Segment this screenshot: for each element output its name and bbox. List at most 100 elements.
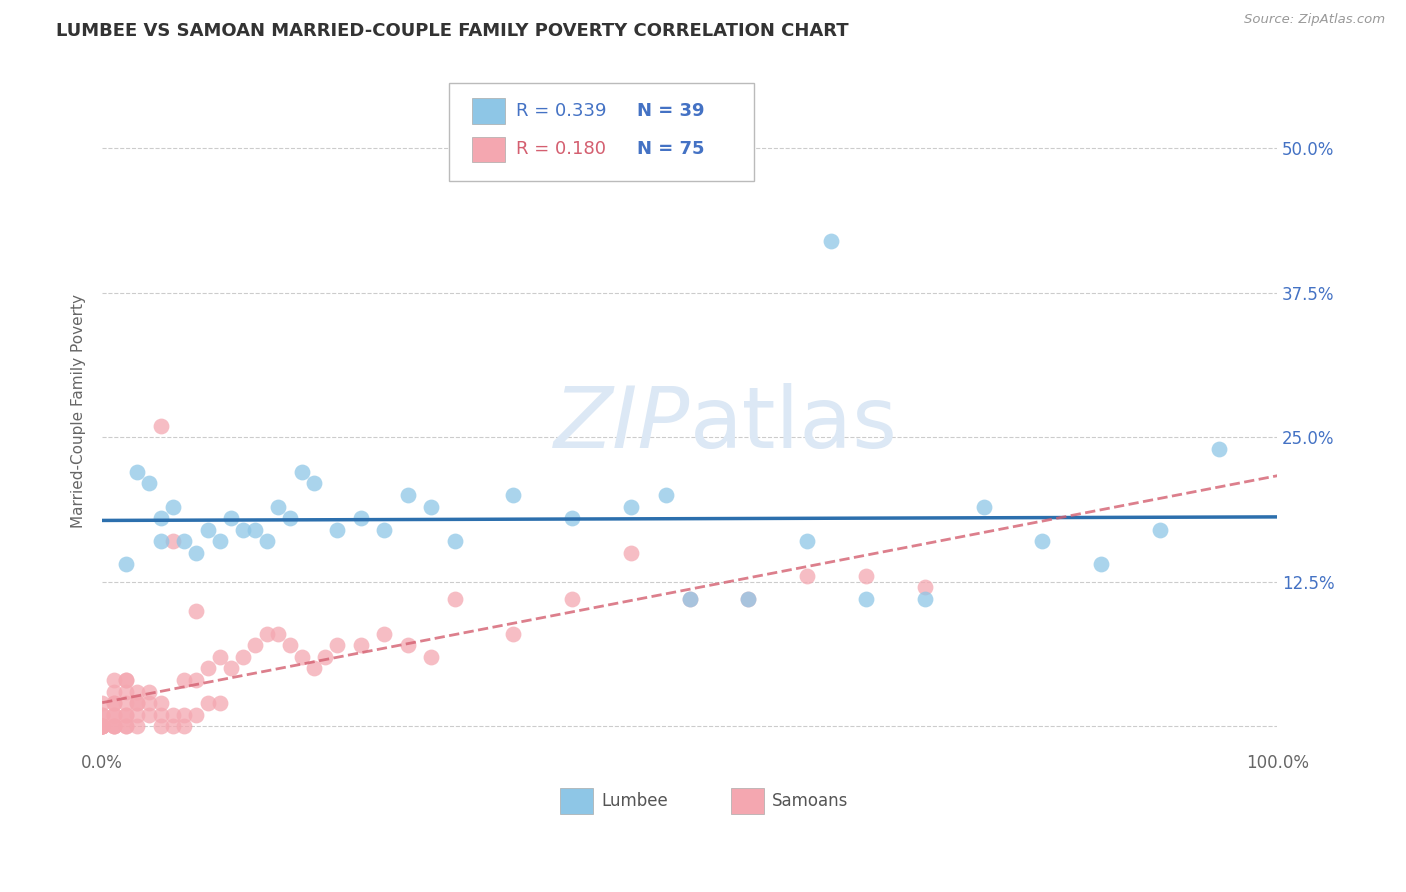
Point: [256, 626, 278, 640]
Bar: [561, 788, 593, 814]
Point: [278, 511, 301, 525]
Point: [186, 604, 208, 618]
Point: [302, 661, 325, 675]
Point: [127, 696, 149, 710]
Point: [420, 500, 443, 514]
Point: [291, 649, 314, 664]
Point: [149, 511, 172, 525]
Point: [103, 719, 125, 733]
Point: [655, 488, 678, 502]
Point: [197, 523, 219, 537]
Point: [1031, 534, 1053, 549]
Point: [208, 534, 231, 549]
Point: [127, 465, 149, 479]
FancyBboxPatch shape: [449, 83, 755, 181]
Point: [737, 592, 759, 607]
Point: [221, 511, 243, 525]
Text: Source: ZipAtlas.com: Source: ZipAtlas.com: [1244, 13, 1385, 27]
Point: [443, 592, 465, 607]
Point: [149, 696, 172, 710]
Point: [326, 638, 349, 652]
Text: R = 0.180: R = 0.180: [516, 140, 606, 159]
Point: [373, 523, 395, 537]
Point: [1149, 523, 1171, 537]
Point: [256, 534, 278, 549]
Point: [91, 719, 114, 733]
Point: [561, 592, 583, 607]
Text: N = 75: N = 75: [637, 140, 704, 159]
Point: [114, 719, 136, 733]
Point: [91, 719, 114, 733]
Point: [162, 500, 184, 514]
Point: [91, 707, 114, 722]
Point: [103, 684, 125, 698]
Point: [232, 649, 254, 664]
Point: [208, 696, 231, 710]
Point: [350, 638, 373, 652]
Point: [138, 684, 160, 698]
Text: Samoans: Samoans: [772, 792, 848, 810]
Point: [138, 476, 160, 491]
Point: [114, 696, 136, 710]
Point: [620, 546, 643, 560]
Point: [127, 707, 149, 722]
Point: [620, 500, 643, 514]
Point: [243, 638, 266, 652]
Point: [114, 673, 136, 687]
Point: [737, 592, 759, 607]
Point: [186, 546, 208, 560]
Point: [127, 696, 149, 710]
Point: [679, 592, 702, 607]
Point: [114, 673, 136, 687]
Point: [114, 684, 136, 698]
Point: [420, 649, 443, 664]
Point: [796, 569, 818, 583]
Point: [561, 511, 583, 525]
Text: ZIP: ZIP: [554, 384, 690, 467]
Point: [91, 719, 114, 733]
Point: [679, 592, 702, 607]
Point: [114, 558, 136, 572]
Point: [138, 696, 160, 710]
Point: [973, 500, 995, 514]
Point: [1090, 558, 1112, 572]
Bar: [472, 98, 505, 124]
Point: [373, 626, 395, 640]
Point: [91, 719, 114, 733]
Point: [186, 707, 208, 722]
Bar: [472, 136, 505, 162]
Point: [1208, 442, 1230, 456]
Point: [820, 234, 842, 248]
Point: [326, 523, 349, 537]
Point: [173, 707, 195, 722]
Point: [208, 649, 231, 664]
Text: LUMBEE VS SAMOAN MARRIED-COUPLE FAMILY POVERTY CORRELATION CHART: LUMBEE VS SAMOAN MARRIED-COUPLE FAMILY P…: [56, 22, 849, 40]
Point: [197, 661, 219, 675]
Text: R = 0.339: R = 0.339: [516, 102, 606, 120]
Point: [396, 488, 419, 502]
Point: [138, 707, 160, 722]
Point: [855, 569, 877, 583]
Point: [103, 707, 125, 722]
Point: [173, 719, 195, 733]
Point: [127, 684, 149, 698]
Point: [103, 696, 125, 710]
Point: [197, 696, 219, 710]
Bar: [731, 788, 763, 814]
Point: [114, 707, 136, 722]
Text: atlas: atlas: [690, 384, 898, 467]
Point: [243, 523, 266, 537]
Point: [173, 673, 195, 687]
Point: [149, 418, 172, 433]
Point: [103, 707, 125, 722]
Point: [221, 661, 243, 675]
Point: [443, 534, 465, 549]
Point: [127, 719, 149, 733]
Point: [291, 465, 314, 479]
Point: [162, 707, 184, 722]
Point: [502, 488, 524, 502]
Point: [186, 673, 208, 687]
Point: [314, 649, 336, 664]
Point: [796, 534, 818, 549]
Point: [103, 719, 125, 733]
